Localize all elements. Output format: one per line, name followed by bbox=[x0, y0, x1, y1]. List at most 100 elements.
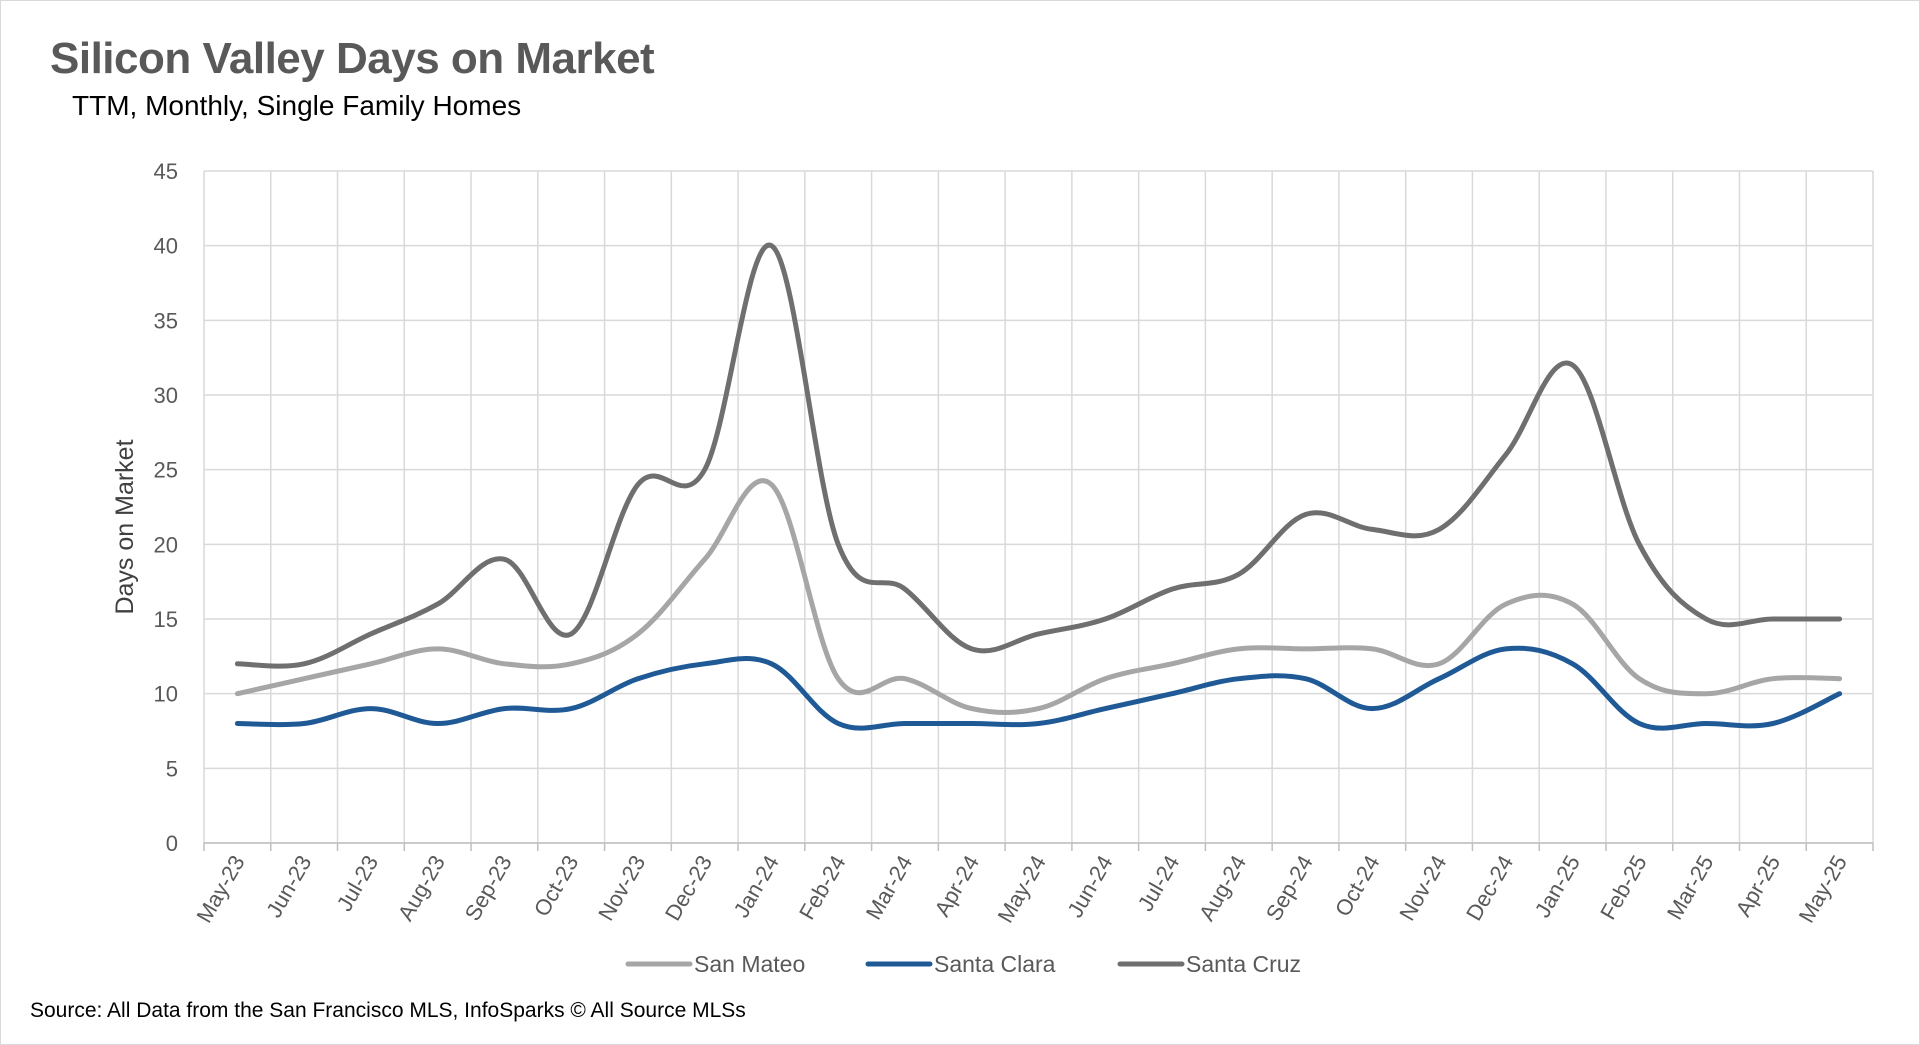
x-tick-label: Apr-24 bbox=[929, 851, 984, 921]
data-point-santa-clara bbox=[1370, 706, 1375, 711]
data-point-san-mateo bbox=[502, 661, 507, 666]
data-point-santa-cruz bbox=[1303, 512, 1308, 517]
x-tick-label: Oct-24 bbox=[1330, 851, 1385, 921]
data-point-santa-cruz bbox=[1103, 617, 1108, 622]
data-point-santa-cruz bbox=[635, 482, 640, 487]
y-tick-label: 5 bbox=[166, 756, 178, 781]
data-point-santa-cruz bbox=[435, 602, 440, 607]
data-point-santa-clara bbox=[569, 706, 574, 711]
data-point-santa-clara bbox=[235, 721, 240, 726]
data-point-santa-clara bbox=[302, 721, 307, 726]
y-tick-label: 30 bbox=[154, 383, 178, 408]
data-point-santa-cruz bbox=[1837, 617, 1842, 622]
series-line-santa-cruz bbox=[234, 242, 1843, 669]
data-point-san-mateo bbox=[1236, 646, 1241, 651]
data-point-santa-cruz bbox=[1170, 587, 1175, 592]
data-point-santa-clara bbox=[502, 706, 507, 711]
x-tick-label: Jan-24 bbox=[728, 851, 783, 922]
data-point-santa-clara bbox=[1837, 691, 1842, 696]
data-point-santa-cruz bbox=[368, 631, 373, 636]
x-tick-labels: May-23 Jun-23 Jul-23 Aug-23 Sep-23 Oct-23 Nov-… bbox=[191, 851, 1852, 927]
data-point-santa-cruz bbox=[302, 661, 307, 666]
x-tick-label: May-23 bbox=[191, 851, 249, 927]
legend-label-san-mateo: San Mateo bbox=[694, 951, 805, 977]
data-point-san-mateo bbox=[1637, 676, 1642, 681]
legend-label-santa-clara: Santa Clara bbox=[934, 951, 1056, 977]
data-point-santa-cruz bbox=[1503, 452, 1508, 457]
data-point-san-mateo bbox=[1036, 706, 1041, 711]
data-point-santa-clara bbox=[769, 661, 774, 666]
data-point-san-mateo bbox=[1837, 676, 1842, 681]
series-line-san-mateo bbox=[234, 478, 1843, 715]
data-point-san-mateo bbox=[702, 557, 707, 562]
data-point-santa-cruz bbox=[1570, 363, 1575, 368]
x-tick-label: Dec-23 bbox=[660, 851, 717, 925]
x-tick-label: Nov-23 bbox=[593, 851, 650, 925]
data-point-santa-cruz bbox=[969, 646, 974, 651]
data-point-santa-cruz bbox=[502, 557, 507, 562]
data-point-san-mateo bbox=[1570, 602, 1575, 607]
x-tick-label: Jun-23 bbox=[261, 851, 316, 922]
data-point-santa-clara bbox=[1637, 721, 1642, 726]
y-tick-label: 20 bbox=[154, 532, 178, 557]
data-point-santa-clara bbox=[635, 676, 640, 681]
x-tick-label: Mar-24 bbox=[861, 851, 917, 924]
data-point-santa-clara bbox=[902, 721, 907, 726]
data-point-santa-cruz bbox=[569, 631, 574, 636]
chart-title: Silicon Valley Days on Market bbox=[50, 34, 655, 83]
data-point-santa-cruz bbox=[836, 542, 841, 547]
data-point-santa-clara bbox=[1236, 676, 1241, 681]
data-point-santa-cruz bbox=[1236, 572, 1241, 577]
data-point-santa-cruz bbox=[235, 661, 240, 666]
x-tick-label: Dec-24 bbox=[1461, 851, 1518, 925]
x-tick-label: Jul-23 bbox=[332, 851, 384, 915]
data-point-san-mateo bbox=[769, 482, 774, 487]
x-tick-label: Aug-24 bbox=[1194, 851, 1251, 925]
legend-label-santa-cruz: Santa Cruz bbox=[1186, 951, 1301, 977]
x-tick-label: May-24 bbox=[992, 851, 1050, 927]
data-point-santa-clara bbox=[969, 721, 974, 726]
data-point-santa-clara bbox=[1437, 676, 1442, 681]
legend: San Mateo Santa Clara Santa Cruz bbox=[625, 951, 1301, 977]
y-tick-labels: 0 5 10 15 20 25 30 35 40 45 bbox=[154, 159, 178, 856]
data-point-san-mateo bbox=[1303, 646, 1308, 651]
x-tick-label: Feb-25 bbox=[1595, 851, 1652, 924]
data-point-san-mateo bbox=[635, 631, 640, 636]
data-point-san-mateo bbox=[1103, 676, 1108, 681]
data-point-san-mateo bbox=[435, 646, 440, 651]
y-axis-label: Days on Market bbox=[111, 439, 139, 614]
data-point-san-mateo bbox=[1704, 691, 1709, 696]
data-point-san-mateo bbox=[235, 691, 240, 696]
x-tick-label: Sep-24 bbox=[1261, 851, 1318, 925]
data-point-santa-cruz bbox=[769, 243, 774, 248]
data-point-san-mateo bbox=[1503, 602, 1508, 607]
data-point-santa-cruz bbox=[902, 587, 907, 592]
data-point-santa-cruz bbox=[1770, 617, 1775, 622]
y-tick-label: 0 bbox=[166, 831, 178, 856]
y-tick-label: 10 bbox=[154, 682, 178, 707]
data-point-san-mateo bbox=[1770, 676, 1775, 681]
data-point-san-mateo bbox=[836, 676, 841, 681]
data-point-santa-clara bbox=[836, 721, 841, 726]
data-point-santa-cruz bbox=[1370, 527, 1375, 532]
data-point-san-mateo bbox=[569, 661, 574, 666]
series-line-santa-clara bbox=[234, 645, 1843, 731]
data-point-santa-cruz bbox=[1437, 527, 1442, 532]
data-point-santa-clara bbox=[1103, 706, 1108, 711]
data-point-santa-cruz bbox=[1704, 617, 1709, 622]
data-point-santa-clara bbox=[1170, 691, 1175, 696]
x-tick-label: Jun-24 bbox=[1062, 851, 1117, 922]
data-point-santa-clara bbox=[435, 721, 440, 726]
x-tick-label: Nov-24 bbox=[1394, 851, 1451, 925]
x-tick-label: Oct-23 bbox=[529, 851, 584, 921]
y-tick-label: 45 bbox=[154, 159, 178, 184]
source-note: Source: All Data from the San Francisco … bbox=[30, 999, 746, 1022]
x-tick-label: Mar-25 bbox=[1662, 851, 1718, 924]
x-tick-label: Apr-25 bbox=[1731, 851, 1786, 921]
x-tick-label: Jan-25 bbox=[1530, 851, 1585, 922]
grid-lines bbox=[203, 170, 1874, 851]
data-point-santa-clara bbox=[1503, 646, 1508, 651]
data-point-santa-clara bbox=[1770, 721, 1775, 726]
data-point-san-mateo bbox=[969, 706, 974, 711]
